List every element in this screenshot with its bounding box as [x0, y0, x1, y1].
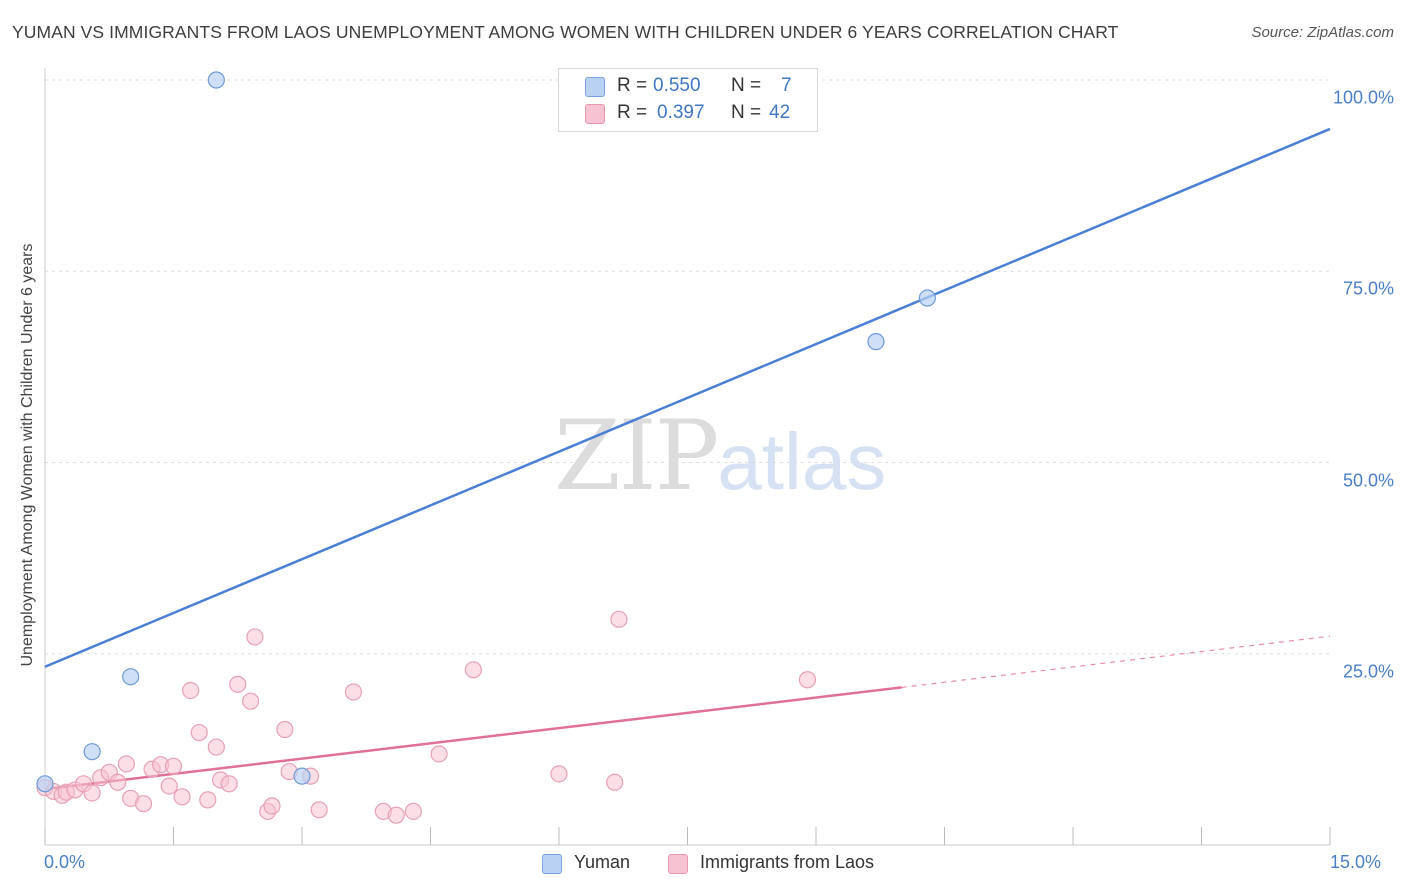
y-tick-label: 100.0%: [1332, 87, 1394, 108]
bottom-legend-label-laos: Immigrants from Laos: [700, 852, 875, 872]
legend-swatch-laos: [585, 104, 605, 124]
data-point-yuman: [83, 743, 101, 761]
legend-n-label: N =: [731, 102, 762, 123]
gridlines: [45, 79, 1330, 655]
source-label: Source: ZipAtlas.com: [1251, 24, 1394, 41]
data-point-laos: [246, 628, 264, 646]
y-tick-label: 25.0%: [1342, 661, 1394, 682]
axes: [44, 68, 1331, 846]
data-point-laos: [83, 784, 101, 802]
data-point-laos: [798, 671, 817, 689]
data-point-laos: [344, 683, 362, 701]
trend-line-laos-extension: [901, 635, 1331, 689]
data-point-laos: [160, 777, 178, 795]
x-tick-label-max: 15.0%: [1330, 852, 1382, 872]
x-tick-label-min: 0.0%: [44, 852, 86, 872]
watermark-atlas: atlas: [717, 417, 887, 506]
data-point-laos: [550, 765, 568, 783]
y-tick-label: 50.0%: [1342, 470, 1394, 490]
data-point-laos: [220, 775, 238, 793]
y-axis-label: Unemployment Among Women with Children U…: [19, 243, 36, 667]
data-point-laos: [606, 773, 624, 791]
legend-n-value: 42: [769, 102, 791, 123]
data-point-yuman: [207, 71, 225, 89]
data-point-laos: [117, 755, 135, 773]
bottom-legend-swatch-laos: [668, 854, 688, 874]
data-point-laos: [207, 738, 225, 756]
legend-n-value: 7: [781, 75, 792, 96]
chart-title: YUMAN VS IMMIGRANTS FROM LAOS UNEMPLOYME…: [12, 22, 1119, 42]
data-point-yuman: [36, 775, 54, 793]
data-point-laos: [164, 757, 183, 775]
data-point-laos: [276, 720, 294, 739]
data-point-laos: [387, 806, 405, 824]
data-point-yuman: [293, 767, 311, 785]
trend-lines: [44, 127, 1331, 791]
data-point-laos: [610, 610, 628, 628]
data-point-laos: [404, 802, 422, 820]
data-point-yuman: [122, 668, 140, 686]
legend-r-label: R =: [617, 75, 648, 96]
data-point-yuman: [867, 333, 885, 351]
data-point-laos: [263, 797, 281, 815]
data-point-laos: [242, 692, 260, 710]
data-point-laos: [199, 791, 217, 809]
data-point-laos: [134, 795, 153, 813]
bottom-legend-label-yuman: Yuman: [574, 852, 631, 872]
legend-n-label: N =: [731, 75, 762, 96]
legend-r-label: R =: [617, 102, 648, 123]
data-point-laos: [173, 788, 191, 806]
data-point-laos: [430, 745, 448, 763]
data-point-laos: [182, 681, 200, 700]
legend-r-value: 0.550: [653, 75, 701, 96]
data-point-laos: [464, 661, 482, 679]
data-point-laos: [310, 801, 328, 819]
bottom-legend-swatch-yuman: [542, 854, 562, 874]
y-tick-label: 75.0%: [1342, 278, 1394, 299]
data-point-yuman: [918, 289, 936, 307]
data-point-laos: [109, 773, 127, 791]
legend-r-value: 0.397: [657, 102, 705, 123]
trend-line-yuman: [44, 127, 1331, 668]
legend-swatch-yuman: [585, 77, 605, 97]
trend-line-laos: [44, 686, 902, 791]
data-point-laos: [229, 675, 247, 693]
data-point-laos: [190, 723, 208, 742]
data-points: [36, 71, 936, 824]
correlation-legend: R = 0.550 N = 7 R = 0.397 N = 42: [558, 68, 818, 132]
